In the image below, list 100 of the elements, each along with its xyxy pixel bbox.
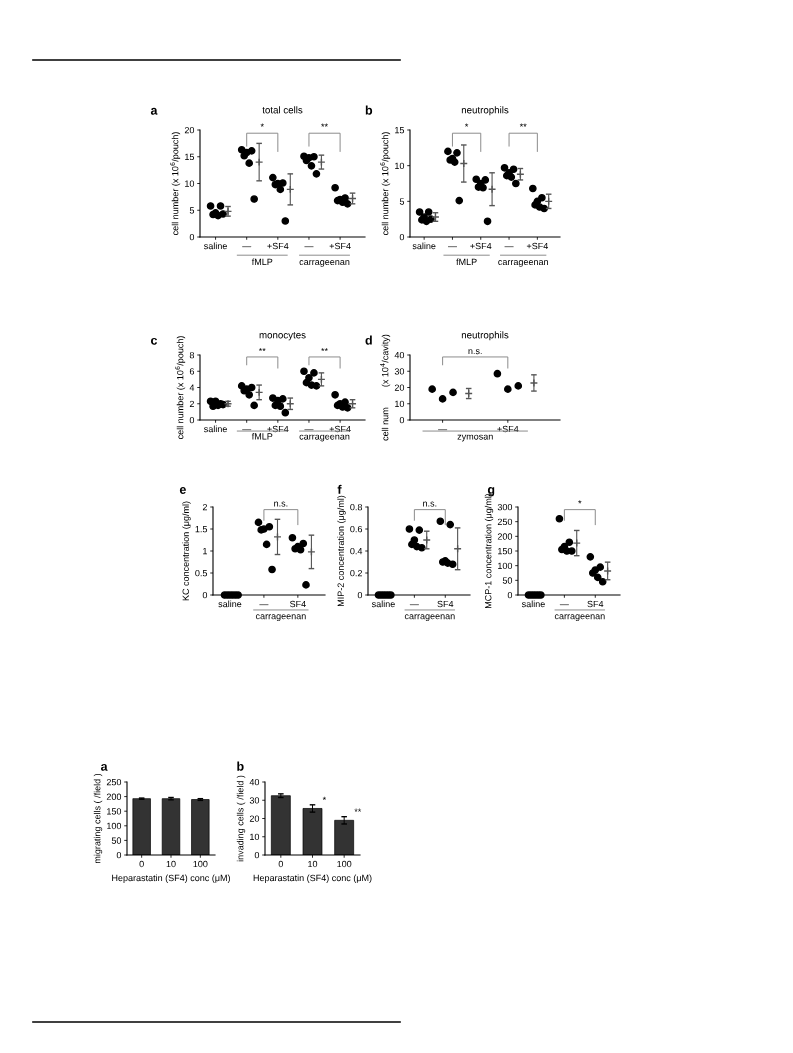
annotation: ** — [354, 808, 362, 812]
annotation: * — [322, 796, 327, 800]
y-tick-label: 40 — [249, 778, 260, 786]
y-tick-label: 0 — [399, 233, 405, 241]
y-tick-label: 0 — [507, 591, 513, 599]
text: zymosan — [457, 434, 493, 442]
x-tick-label: saline — [218, 600, 242, 608]
x-tick-label: SF4 — [587, 600, 604, 608]
y-tick-label: 250 — [497, 518, 513, 526]
text: fMLP — [251, 433, 273, 440]
text: fMLP — [251, 258, 273, 265]
y-tick-label: 5 — [189, 207, 195, 214]
chart-title: neutrophils — [461, 106, 509, 116]
y-tick-label: 0 — [189, 416, 195, 424]
text: carrageenan — [554, 614, 605, 622]
x-tick-label: 0 — [139, 860, 144, 868]
text: n.s. — [423, 501, 437, 507]
y-tick-label: 5 — [399, 198, 405, 205]
text: b — [365, 105, 373, 115]
y-axis-title: cell number (x 10$^{6}$/pouch) — [175, 336, 186, 439]
x-tick-label: — — [304, 246, 314, 248]
y-tick-label: 30 — [394, 368, 405, 375]
y-tick-label: 8 — [189, 351, 195, 359]
y-tick-label: 0.6 — [350, 525, 363, 533]
x-tick-label: 0 — [278, 860, 283, 868]
x-tick-label: saline — [204, 242, 227, 250]
x-tick-label: — — [504, 246, 514, 248]
x-axis-title: Heparastatin (SF4) conc (μM) — [112, 874, 230, 883]
y-tick-label: 1 — [203, 548, 207, 555]
y-tick-label: 6 — [189, 368, 195, 375]
y-tick-label: 0 — [399, 416, 405, 424]
x-tick-label: — — [438, 429, 448, 431]
text: carrageenan — [404, 614, 455, 622]
x-tick-label: saline — [371, 600, 395, 608]
x-tick-label: — — [259, 604, 269, 606]
y-axis-title: invading cells ( /field ) — [236, 775, 246, 862]
x-tick-label: — — [559, 604, 569, 606]
y-tick-label: 0.5 — [195, 569, 208, 577]
x-tick-label: +SF4 — [329, 242, 351, 250]
y-axis-title: cell num (x 10$^{4}$/cavity) — [380, 334, 391, 441]
x-tick-label: +SF4 — [497, 425, 519, 433]
x-tick-label: +SF4 — [267, 242, 289, 250]
x-tick-label: +SF4 — [526, 242, 549, 250]
text: c — [150, 337, 158, 345]
y-tick-label: 2 — [202, 503, 207, 511]
x-tick-label: — — [304, 429, 314, 431]
y-tick-label: 2 — [189, 400, 194, 408]
y-tick-label: 0.8 — [350, 503, 363, 511]
y-tick-label: 20 — [394, 384, 405, 391]
text: e — [179, 487, 186, 494]
y-tick-label: 10 — [250, 833, 260, 841]
y-tick-label: 300 — [497, 503, 513, 511]
x-tick-label: saline — [204, 425, 227, 433]
text: fMLP — [456, 258, 477, 265]
y-tick-label: 0 — [357, 591, 363, 599]
y-tick-label: 200 — [106, 793, 122, 800]
text: b — [237, 761, 244, 771]
y-tick-label: 100 — [107, 822, 122, 830]
y-tick-label: 0.2 — [350, 569, 362, 577]
x-axis-title: Heparastatin (SF4) conc (μM) — [253, 874, 372, 883]
chart-title: monocytes — [259, 332, 306, 341]
x-tick-label: SF4 — [289, 600, 306, 608]
y-tick-label: 15 — [395, 127, 405, 134]
y-tick-label: 50 — [502, 577, 513, 584]
y-tick-label: 15 — [185, 153, 195, 161]
y-tick-label: 20 — [249, 815, 260, 822]
y-tick-label: 10 — [185, 180, 195, 187]
x-tick-label: +SF4 — [267, 425, 289, 433]
text: ** — [519, 123, 527, 127]
y-axis-title: KC concentration (μg/ml) — [182, 501, 191, 601]
text: f — [337, 484, 342, 494]
y-tick-label: 0.4 — [350, 547, 363, 555]
y-tick-label: 100 — [498, 562, 513, 570]
y-tick-label: 200 — [497, 533, 513, 540]
x-tick-label: saline — [412, 242, 436, 250]
text: ** — [321, 347, 328, 352]
x-tick-label: +SF4 — [329, 425, 351, 433]
x-tick-label: 100 — [337, 860, 352, 868]
y-tick-label: 40 — [394, 351, 405, 359]
x-tick-label: +SF4 — [470, 242, 492, 250]
chart-title: total cells — [262, 106, 303, 114]
y-tick-label: 4 — [189, 384, 195, 391]
y-tick-label: 10 — [395, 162, 405, 170]
text: d — [365, 335, 372, 345]
text: a — [150, 107, 158, 115]
y-tick-label: 0 — [189, 233, 195, 241]
y-tick-label: 0 — [202, 591, 208, 599]
chart-title: neutrophils — [461, 331, 509, 341]
x-tick-label: — — [242, 429, 252, 431]
y-axis-title: migrating cells ( /field ) — [93, 773, 103, 864]
x-tick-label: saline — [521, 600, 545, 608]
text: a — [100, 763, 108, 771]
y-tick-label: 1.5 — [195, 526, 208, 533]
y-axis-title: cell number (x 10$^{6}$/pouch) — [380, 132, 391, 235]
y-tick-label: 150 — [107, 808, 122, 815]
text: * — [464, 123, 469, 127]
y-tick-label: 20 — [184, 126, 195, 134]
x-tick-label: — — [447, 246, 457, 248]
text: n.s. — [468, 349, 482, 355]
y-tick-label: 150 — [498, 547, 513, 555]
